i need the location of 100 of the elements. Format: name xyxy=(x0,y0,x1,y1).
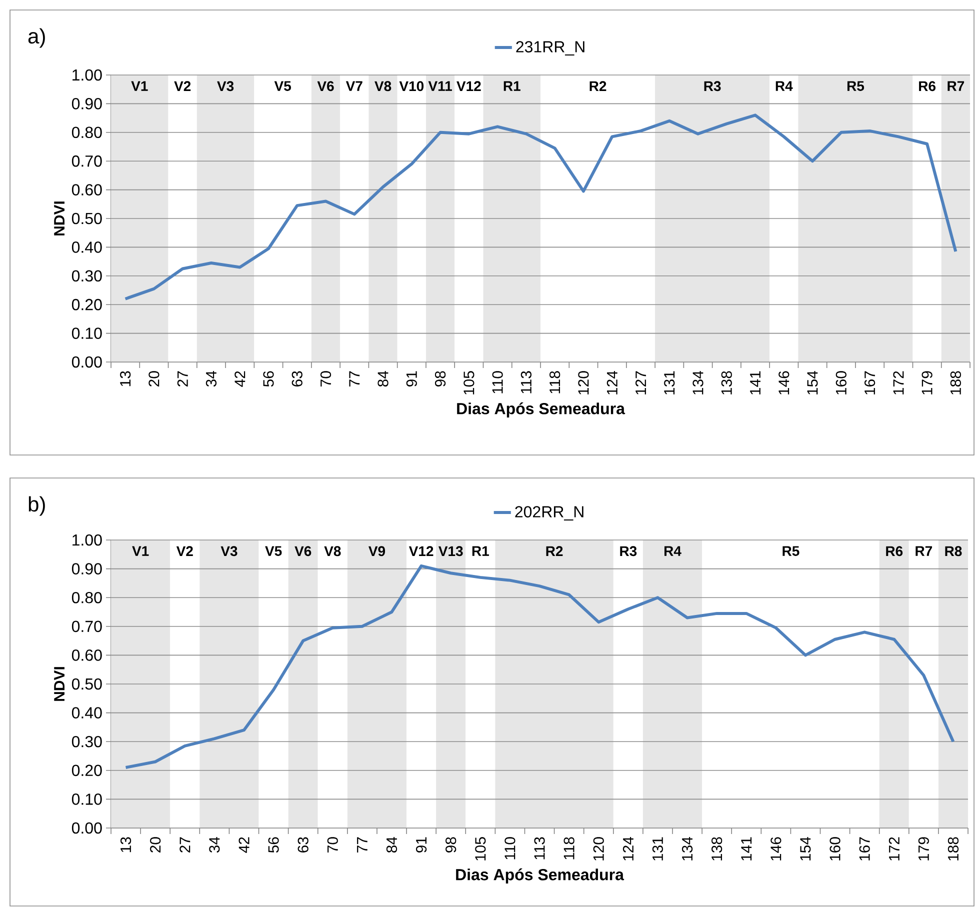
x-tick-label: 13 xyxy=(120,371,131,386)
x-tick-label: 138 xyxy=(721,371,732,394)
band-label: R1 xyxy=(472,546,489,556)
x-tick-label: 63 xyxy=(292,371,302,386)
band-label: V1 xyxy=(131,81,148,91)
x-tick-label: 98 xyxy=(434,371,446,387)
x-tick-label: 91 xyxy=(406,371,417,387)
x-tick-label: 188 xyxy=(948,837,959,860)
band-label: V6 xyxy=(317,81,334,92)
band-label: R3 xyxy=(704,81,721,92)
band-label: R2 xyxy=(546,546,563,556)
x-tick-label: 160 xyxy=(830,837,840,860)
x-tick-label: 84 xyxy=(386,836,398,853)
band-label: R2 xyxy=(590,81,606,91)
chart-title: b) xyxy=(28,496,45,516)
band-label: V8 xyxy=(324,546,341,556)
x-tick-label: 56 xyxy=(268,837,279,853)
band-label: V13 xyxy=(438,546,463,556)
x-tick-label: 146 xyxy=(770,837,782,860)
x-tick-label: 120 xyxy=(593,837,604,860)
x-tick-label: 70 xyxy=(327,837,338,852)
x-tick-label: 105 xyxy=(475,837,486,860)
x-tick-label: 110 xyxy=(492,371,503,394)
band-label: R7 xyxy=(948,81,964,91)
band-label: V7 xyxy=(346,81,362,91)
x-tick-label: 188 xyxy=(950,371,961,394)
y-tick-label: 0.50 xyxy=(72,212,102,224)
band-label: V12 xyxy=(408,546,434,556)
band-label: V5 xyxy=(265,546,282,556)
x-tick-label: 131 xyxy=(652,837,664,860)
x-tick-label: 131 xyxy=(664,371,675,394)
y-tick-label: 0.00 xyxy=(72,822,102,834)
y-tick-label: 0.50 xyxy=(72,678,102,690)
x-tick-label: 146 xyxy=(778,371,790,394)
x-tick-label: 27 xyxy=(177,371,188,386)
legend-label: 231RR_N xyxy=(516,41,584,56)
x-tick-label: 134 xyxy=(692,370,704,394)
x-tick-label: 110 xyxy=(504,837,516,860)
x-tick-label: 77 xyxy=(357,837,368,852)
y-tick-label: 0.60 xyxy=(72,650,102,661)
y-tick-label: 1.00 xyxy=(72,69,102,81)
x-tick-label: 27 xyxy=(180,837,190,852)
y-tick-label: 1.00 xyxy=(72,534,102,546)
x-tick-label: 56 xyxy=(263,371,274,387)
line-series xyxy=(124,564,955,770)
y-tick-label: 0.10 xyxy=(72,328,102,339)
x-tick-label: 172 xyxy=(888,837,900,860)
y-tick-label: 0.60 xyxy=(72,184,102,196)
y-tick-label: 0.40 xyxy=(72,707,102,718)
x-tick-label: 98 xyxy=(446,837,456,853)
y-axis-title: NDVI xyxy=(54,667,64,701)
band-label: R4 xyxy=(776,81,793,91)
x-tick-label: 134 xyxy=(682,836,693,860)
y-tick-label: 0.80 xyxy=(72,126,102,138)
band-label: V9 xyxy=(368,546,386,556)
y-tick-label: 0.80 xyxy=(72,592,102,604)
x-tick-label: 179 xyxy=(922,371,932,394)
x-tick-label: 154 xyxy=(807,370,818,394)
x-tick-label: 34 xyxy=(209,836,220,853)
x-tick-label: 167 xyxy=(859,837,870,860)
band-label: R8 xyxy=(945,546,962,556)
x-tick-label: 120 xyxy=(578,371,589,394)
band-label: V12 xyxy=(456,81,481,91)
y-tick-label: 0.20 xyxy=(72,298,102,310)
y-tick-label: 0.30 xyxy=(72,736,102,748)
x-tick-label: 13 xyxy=(120,837,132,852)
x-tick-label: 179 xyxy=(918,837,929,860)
band-label: V11 xyxy=(428,81,452,91)
x-tick-label: 20 xyxy=(150,837,161,852)
x-tick-label: 20 xyxy=(148,371,160,386)
x-tick-label: 124 xyxy=(606,370,618,394)
x-tick-label: 172 xyxy=(893,371,904,394)
band-label: R5 xyxy=(847,81,864,91)
band-label: R6 xyxy=(886,546,903,556)
x-tick-label: 160 xyxy=(836,371,846,394)
band-label: V6 xyxy=(294,546,312,556)
band-label: V8 xyxy=(374,81,392,92)
y-tick-label: 0.40 xyxy=(72,242,102,253)
x-tick-label: 42 xyxy=(238,837,250,853)
x-tick-label: 77 xyxy=(349,371,360,386)
band-label: V2 xyxy=(176,546,193,556)
x-tick-label: 34 xyxy=(206,370,217,387)
band-label: R1 xyxy=(504,81,520,91)
x-tick-label: 42 xyxy=(234,371,246,387)
band-label: R4 xyxy=(664,546,682,556)
y-axis-title: NDVI xyxy=(54,202,64,236)
y-tick-label: 0.90 xyxy=(72,563,102,574)
band-label: R3 xyxy=(620,546,637,556)
x-tick-label: 141 xyxy=(741,837,752,860)
x-tick-label: 84 xyxy=(378,370,388,387)
x-tick-label: 63 xyxy=(298,837,308,852)
x-tick-label: 105 xyxy=(464,371,474,394)
x-axis-title: Dias Após Semeadura xyxy=(457,402,626,418)
y-tick-label: 0.10 xyxy=(72,794,102,805)
x-tick-label: 154 xyxy=(800,836,811,860)
x-tick-label: 118 xyxy=(550,371,560,394)
y-tick-label: 0.70 xyxy=(72,155,102,167)
y-tick-label: 0.90 xyxy=(72,98,102,110)
x-tick-label: 113 xyxy=(534,837,545,860)
x-tick-label: 127 xyxy=(635,371,646,394)
